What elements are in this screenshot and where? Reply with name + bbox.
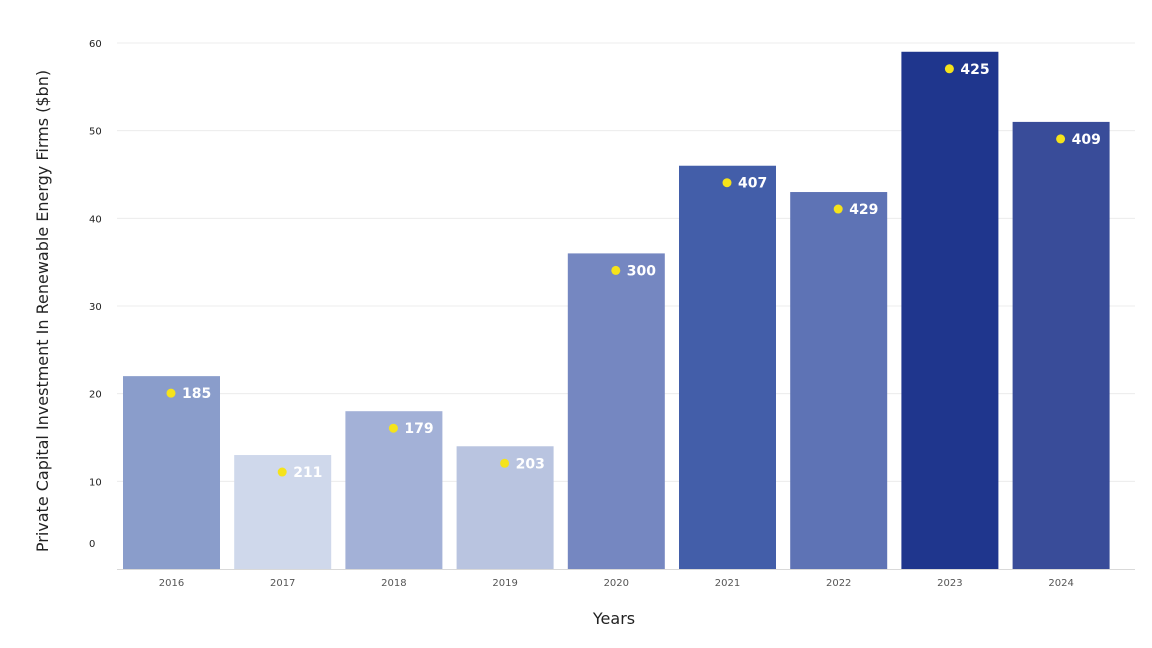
bar: [123, 376, 220, 569]
y-tick-label: 10: [89, 477, 102, 488]
bar: [345, 411, 443, 569]
x-tick-label: 2022: [826, 578, 851, 589]
x-tick-label: 2021: [715, 578, 740, 589]
data-label: 211: [293, 465, 322, 481]
y-tick-label: 0: [89, 539, 95, 550]
value-marker-dot: [944, 64, 954, 74]
x-tick-label: 2018: [381, 578, 406, 589]
bar: [679, 165, 776, 569]
x-tick-label: 2017: [270, 578, 295, 589]
bars: [123, 51, 1110, 570]
x-tick-label: 2023: [937, 578, 962, 589]
data-label: 407: [738, 176, 767, 192]
data-label: 300: [627, 263, 656, 279]
data-label: 429: [849, 202, 878, 218]
x-axis-ticks: 2016 2017 2018 2019 2020 2021 2022 2023 2024: [159, 578, 1074, 589]
x-tick-label: 2016: [159, 578, 184, 589]
y-tick-label: 50: [89, 127, 102, 138]
x-tick-label: 2024: [1048, 578, 1073, 589]
bar: [1012, 121, 1110, 570]
data-label: 185: [182, 386, 211, 402]
data-label: 409: [1072, 132, 1101, 148]
x-axis-label: Years: [592, 609, 635, 628]
value-marker-dot: [388, 423, 398, 433]
value-marker-dot: [611, 265, 621, 275]
bar: [790, 192, 888, 570]
data-label: 425: [960, 62, 989, 78]
bar: [901, 51, 999, 570]
value-marker-dot: [1056, 134, 1066, 144]
data-labels: 185 211 179 203 300 407 429 425 409: [166, 62, 1101, 481]
x-tick-label: 2019: [492, 578, 517, 589]
y-axis-label: Private Capital Investment In Renewable …: [33, 70, 52, 552]
data-label: 203: [516, 456, 545, 472]
data-label: 179: [404, 421, 433, 437]
value-marker-dot: [722, 178, 732, 188]
y-tick-label: 40: [89, 214, 102, 225]
y-tick-label: 30: [89, 302, 102, 313]
value-marker-dot: [166, 388, 176, 398]
x-tick-label: 2020: [604, 578, 629, 589]
value-marker-dot: [277, 467, 287, 477]
y-tick-label: 60: [89, 39, 102, 50]
bar: [567, 253, 665, 569]
value-marker-dot: [833, 204, 843, 214]
y-tick-label: 20: [89, 390, 102, 401]
y-axis-ticks: 0 10 20 30 40 50 60: [89, 39, 102, 550]
value-marker-dot: [500, 458, 510, 468]
